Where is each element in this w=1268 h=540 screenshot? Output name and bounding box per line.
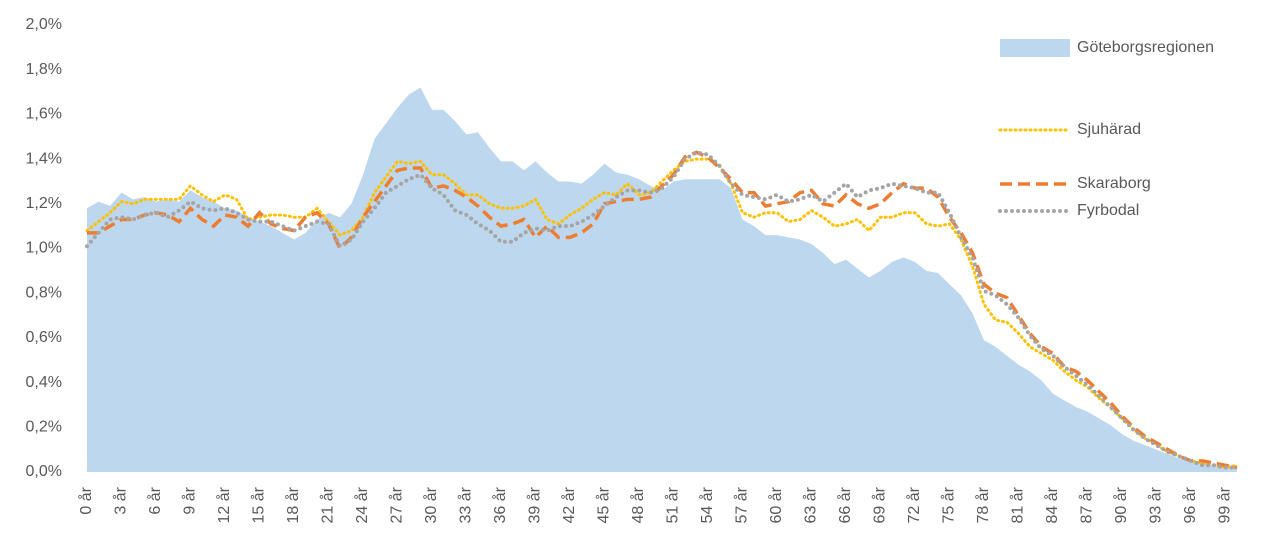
legend-label: Skaraborg bbox=[1077, 175, 1151, 192]
x-tick-label: 18 år bbox=[284, 486, 302, 523]
x-tick-label: 15 år bbox=[250, 486, 268, 523]
x-tick-label: 72 år bbox=[905, 486, 923, 523]
x-tick-label: 12 år bbox=[215, 486, 233, 523]
y-tick-label: 1,0% bbox=[26, 240, 62, 257]
x-tick-label: 75 år bbox=[940, 486, 958, 523]
x-tick-label: 63 år bbox=[802, 486, 820, 523]
x-tick-label: 27 år bbox=[388, 486, 406, 523]
y-tick-label: 1,4% bbox=[26, 150, 62, 167]
y-tick-label: 0,4% bbox=[26, 374, 62, 391]
y-tick-label: 2,0% bbox=[26, 16, 62, 33]
x-tick-label: 60 år bbox=[767, 486, 785, 523]
x-tick-label: 0 år bbox=[77, 486, 95, 514]
legend-swatch bbox=[1000, 39, 1070, 57]
x-tick-label: 9 år bbox=[181, 486, 199, 514]
x-tick-label: 66 år bbox=[836, 486, 854, 523]
x-tick-label: 54 år bbox=[698, 486, 716, 523]
x-tick-label: 30 år bbox=[422, 486, 440, 523]
x-tick-label: 24 år bbox=[353, 486, 371, 523]
x-tick-label: 84 år bbox=[1043, 486, 1061, 523]
x-tick-label: 42 år bbox=[560, 486, 578, 523]
x-tick-label: 69 år bbox=[871, 486, 889, 523]
y-tick-label: 0,2% bbox=[26, 419, 62, 436]
legend-label: Sjuhärad bbox=[1077, 121, 1141, 138]
x-tick-label: 78 år bbox=[974, 486, 992, 523]
x-tick-label: 3 år bbox=[112, 486, 130, 514]
y-tick-label: 0,0% bbox=[26, 463, 62, 480]
x-tick-label: 45 år bbox=[595, 486, 613, 523]
y-tick-label: 1,2% bbox=[26, 195, 62, 212]
x-tick-label: 51 år bbox=[664, 486, 682, 523]
y-tick-label: 1,8% bbox=[26, 61, 62, 78]
legend-label: Göteborgsregionen bbox=[1077, 39, 1214, 56]
line bbox=[85, 150, 1239, 470]
x-tick-label: 21 år bbox=[319, 486, 337, 523]
line bbox=[85, 157, 1239, 470]
x-tick-label: 39 år bbox=[526, 486, 544, 523]
x-tick-label: 57 år bbox=[733, 486, 751, 523]
x-tick-label: 99 år bbox=[1216, 486, 1234, 523]
x-tick-label: 90 år bbox=[1112, 486, 1130, 523]
x-tick-label: 6 år bbox=[146, 486, 164, 514]
y-tick-label: 0,6% bbox=[26, 329, 62, 346]
x-tick-label: 81 år bbox=[1009, 486, 1027, 523]
x-tick-label: 33 år bbox=[457, 486, 475, 523]
x-tick-label: 36 år bbox=[491, 486, 509, 523]
line bbox=[87, 150, 1238, 470]
x-tick-label: 96 år bbox=[1181, 486, 1199, 523]
legend-label: Fyrbodal bbox=[1077, 202, 1139, 219]
y-tick-label: 0,8% bbox=[26, 284, 62, 301]
x-tick-label: 93 år bbox=[1147, 486, 1165, 523]
y-tick-label: 1,6% bbox=[26, 106, 62, 123]
area bbox=[87, 87, 1237, 472]
x-tick-label: 87 år bbox=[1078, 486, 1096, 523]
x-tick-label: 48 år bbox=[629, 486, 647, 523]
